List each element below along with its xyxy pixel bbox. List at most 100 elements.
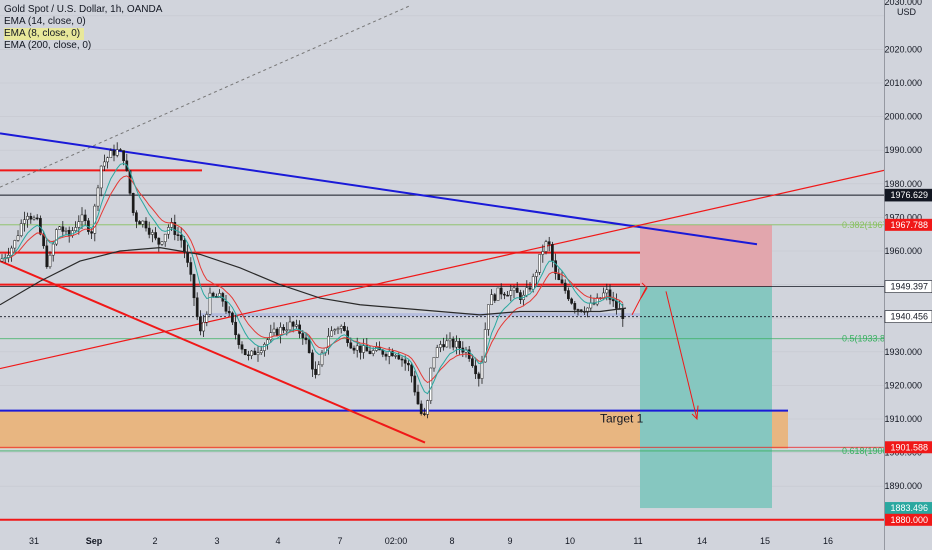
candle-body bbox=[135, 212, 138, 222]
price-tag-label: 1976.629 bbox=[890, 190, 928, 200]
candle-body bbox=[119, 149, 122, 151]
candle-body bbox=[528, 287, 532, 290]
candle-body bbox=[509, 290, 513, 296]
candle-body bbox=[240, 344, 244, 350]
candle-body bbox=[195, 297, 199, 318]
indicator-ema-8[interactable]: EMA (8, close, 0) bbox=[4, 28, 85, 40]
candle-body bbox=[413, 375, 417, 393]
candle-body bbox=[359, 345, 362, 353]
plot-area: Target 1 0.382(1967 0.5(1933.89 0.618(1900 bbox=[0, 5, 888, 521]
candle-body bbox=[317, 364, 321, 375]
candle-body bbox=[80, 214, 84, 222]
candle-body bbox=[403, 359, 407, 364]
dashed-channel-line bbox=[0, 5, 411, 188]
candle-body bbox=[99, 165, 103, 189]
currency-label: USD bbox=[897, 7, 917, 17]
candle-body bbox=[538, 254, 541, 273]
candle-body bbox=[227, 311, 231, 314]
candle-body bbox=[51, 243, 55, 256]
candle-body bbox=[439, 344, 442, 348]
candle-body bbox=[311, 352, 314, 370]
price-tag bbox=[884, 188, 932, 202]
candle-body bbox=[96, 187, 100, 207]
candle-body bbox=[432, 357, 436, 369]
candle-body bbox=[371, 350, 375, 354]
candle-body bbox=[435, 347, 439, 358]
candle-body bbox=[183, 239, 186, 253]
x-tick-label: 7 bbox=[337, 536, 342, 546]
candle-body bbox=[179, 235, 183, 241]
candle-body bbox=[304, 337, 308, 341]
candle-body bbox=[199, 316, 202, 332]
candle-body bbox=[499, 287, 503, 295]
candle-body bbox=[563, 282, 567, 291]
candle-body bbox=[512, 287, 516, 291]
candle-body bbox=[250, 350, 253, 356]
candle-body bbox=[42, 233, 45, 247]
candle-body bbox=[314, 368, 317, 375]
candle-body bbox=[61, 226, 65, 232]
candle-body bbox=[90, 231, 93, 234]
candle-body bbox=[163, 233, 167, 243]
candle-body bbox=[307, 339, 311, 354]
y-tick-label: 1890.000 bbox=[884, 481, 922, 491]
candle-body bbox=[288, 321, 292, 331]
x-tick-label: 14 bbox=[697, 536, 707, 546]
candle-body bbox=[419, 403, 423, 414]
indicator-ema-200[interactable]: EMA (200, close, 0) bbox=[4, 40, 92, 51]
candle-body bbox=[144, 220, 148, 229]
candle-body bbox=[515, 287, 519, 293]
x-tick-label: 11 bbox=[633, 536, 642, 546]
candle-body bbox=[67, 230, 71, 236]
candle-body bbox=[451, 338, 455, 348]
y-tick-label: 1990.000 bbox=[884, 145, 922, 155]
x-tick-label: Sep bbox=[86, 536, 103, 546]
candle-body bbox=[291, 321, 295, 327]
candle-body bbox=[173, 222, 177, 235]
candle-body bbox=[519, 292, 522, 301]
candle-body bbox=[58, 226, 61, 230]
y-tick-label: 1920.000 bbox=[884, 380, 922, 390]
candle-body bbox=[336, 328, 340, 330]
candle-body bbox=[400, 358, 404, 361]
candle-body bbox=[231, 312, 234, 323]
candle-body bbox=[35, 217, 39, 220]
candle-body bbox=[112, 150, 116, 156]
candle-body bbox=[531, 276, 535, 290]
candle-body bbox=[131, 193, 135, 213]
candle-body bbox=[157, 237, 161, 245]
candle-body bbox=[525, 287, 529, 296]
candle-body bbox=[272, 328, 276, 333]
candle-body bbox=[279, 327, 282, 336]
x-tick-label: 10 bbox=[565, 536, 575, 546]
symbol-title: Gold Spot / U.S. Dollar, 1h, OANDA bbox=[4, 4, 163, 15]
stop-loss-zone bbox=[640, 224, 772, 287]
y-tick-label: 1910.000 bbox=[884, 414, 922, 424]
candle-body bbox=[176, 234, 180, 236]
target-zone bbox=[640, 286, 772, 509]
candle-body bbox=[480, 361, 484, 379]
candle-body bbox=[339, 325, 343, 329]
candle-body bbox=[269, 332, 273, 341]
candle-body bbox=[394, 355, 397, 357]
candle-body bbox=[355, 345, 359, 351]
price-tag-label: 1940.456 bbox=[890, 312, 928, 322]
lower-trendline bbox=[0, 260, 426, 444]
candle-body bbox=[103, 161, 106, 167]
candle-body bbox=[458, 340, 461, 349]
price-tag bbox=[885, 441, 932, 454]
indicator-ema-14[interactable]: EMA (14, close, 0) bbox=[4, 16, 86, 27]
candle-body bbox=[544, 241, 548, 252]
candle-body bbox=[218, 293, 221, 299]
fib-label: 0.618(1900 bbox=[842, 446, 888, 456]
candle-body bbox=[471, 358, 474, 367]
candle-body bbox=[557, 273, 561, 281]
chart-legend: Gold Spot / U.S. Dollar, 1h, OANDA EMA (… bbox=[4, 4, 162, 52]
candle-body bbox=[109, 150, 113, 158]
candle-body bbox=[151, 232, 154, 235]
price-tag-label: 1949.397 bbox=[890, 282, 928, 292]
price-tag-label: 1880.000 bbox=[890, 515, 928, 525]
candle-body bbox=[487, 304, 490, 330]
